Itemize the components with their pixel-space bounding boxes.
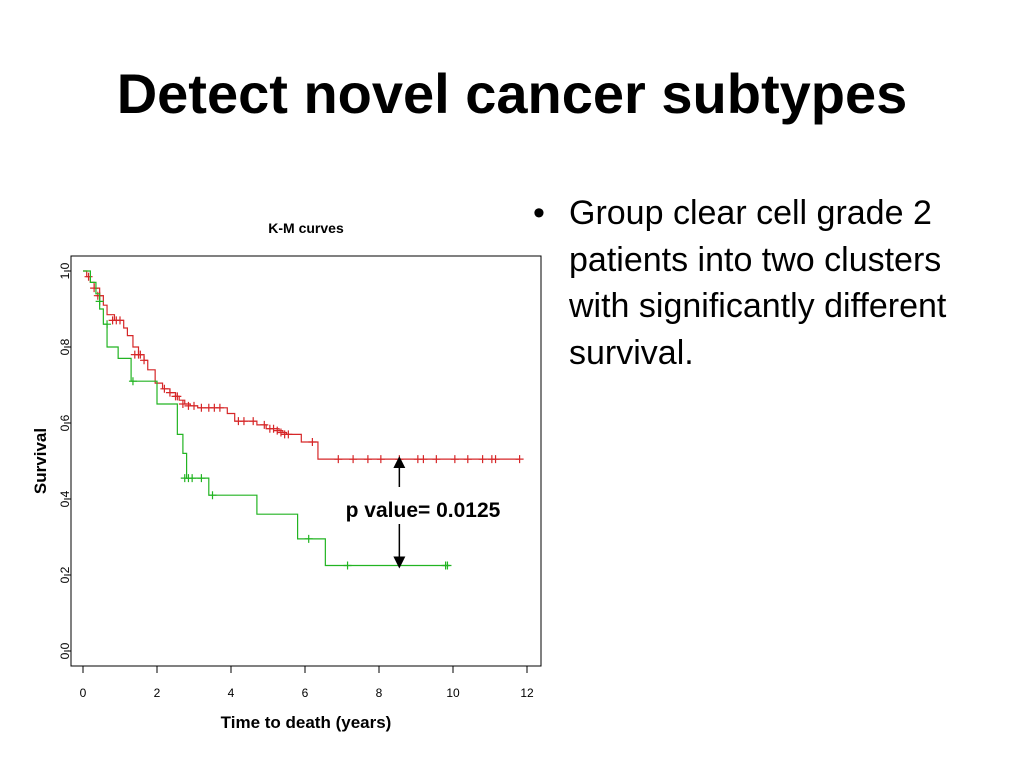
censor-mark bbox=[178, 400, 187, 408]
censor-mark bbox=[376, 455, 385, 464]
y-axis-label: Survival bbox=[31, 428, 50, 494]
censor-mark bbox=[363, 455, 372, 464]
censor-mark bbox=[215, 403, 224, 412]
censor-mark bbox=[116, 316, 124, 325]
survival-curve-1 bbox=[83, 270, 520, 460]
chart-title: K-M curves bbox=[268, 220, 344, 236]
y-tick-label: 0.2 bbox=[58, 566, 72, 583]
censor-mark bbox=[140, 356, 149, 365]
censor-mark bbox=[432, 455, 441, 464]
censor-mark bbox=[90, 284, 99, 293]
censor-mark bbox=[103, 320, 112, 329]
censor-mark bbox=[136, 350, 145, 359]
censor-mark bbox=[304, 534, 313, 543]
censor-mark bbox=[276, 428, 285, 437]
x-tick-label: 8 bbox=[376, 686, 383, 700]
censor-mark bbox=[165, 388, 174, 397]
censor-mark bbox=[491, 455, 500, 464]
censor-mark bbox=[188, 474, 197, 483]
censor-mark bbox=[239, 417, 248, 426]
x-tick-label: 4 bbox=[228, 686, 235, 700]
censor-mark bbox=[443, 561, 452, 570]
censor-mark bbox=[160, 384, 169, 393]
y-tick-label: 0.0 bbox=[58, 642, 72, 659]
y-tick-label: 0.8 bbox=[58, 338, 72, 355]
censor-mark bbox=[269, 424, 278, 433]
censor-mark bbox=[284, 430, 293, 439]
censor-mark bbox=[273, 426, 282, 435]
censor-mark bbox=[343, 561, 352, 570]
x-tick-label: 0 bbox=[80, 686, 87, 700]
censor-mark bbox=[95, 297, 104, 306]
survival-curve-2 bbox=[83, 270, 450, 567]
x-tick-label: 12 bbox=[520, 686, 534, 700]
bullet-text: Group clear cell grade 2 patients into t… bbox=[569, 194, 947, 372]
bullet-list: • Group clear cell grade 2 patients into… bbox=[533, 190, 983, 376]
censor-mark bbox=[173, 392, 182, 401]
censor-mark bbox=[395, 455, 404, 464]
censor-mark bbox=[208, 491, 217, 500]
plot-frame bbox=[70, 255, 542, 667]
censor-mark bbox=[450, 455, 459, 464]
y-tick-label: 0.6 bbox=[58, 414, 72, 431]
bullet-marker: • bbox=[533, 194, 545, 232]
censor-mark bbox=[84, 272, 93, 281]
censor-mark bbox=[478, 455, 487, 464]
censor-mark bbox=[249, 417, 258, 426]
censor-mark bbox=[190, 401, 198, 410]
x-tick-label: 2 bbox=[154, 686, 161, 700]
bullet-item: • Group clear cell grade 2 patients into… bbox=[533, 190, 983, 376]
censor-mark bbox=[515, 455, 524, 464]
y-tick-label: 0.4 bbox=[58, 490, 72, 507]
censor-mark bbox=[463, 455, 472, 464]
x-tick-label: 10 bbox=[446, 686, 460, 700]
p-value-annotation: p value= 0.0125 bbox=[346, 499, 501, 522]
censor-mark bbox=[260, 420, 269, 429]
x-tick-label: 6 bbox=[302, 686, 309, 700]
censor-mark bbox=[197, 474, 206, 483]
y-tick-label: 1.0 bbox=[58, 262, 72, 279]
censor-mark bbox=[308, 438, 317, 446]
slide-title: Detect novel cancer subtypes bbox=[116, 62, 908, 125]
censor-mark bbox=[197, 403, 206, 412]
censor-mark bbox=[128, 377, 137, 386]
censor-mark bbox=[334, 455, 343, 464]
censor-mark bbox=[349, 455, 358, 464]
x-axis-label: Time to death (years) bbox=[221, 713, 392, 732]
censor-mark bbox=[419, 455, 428, 464]
